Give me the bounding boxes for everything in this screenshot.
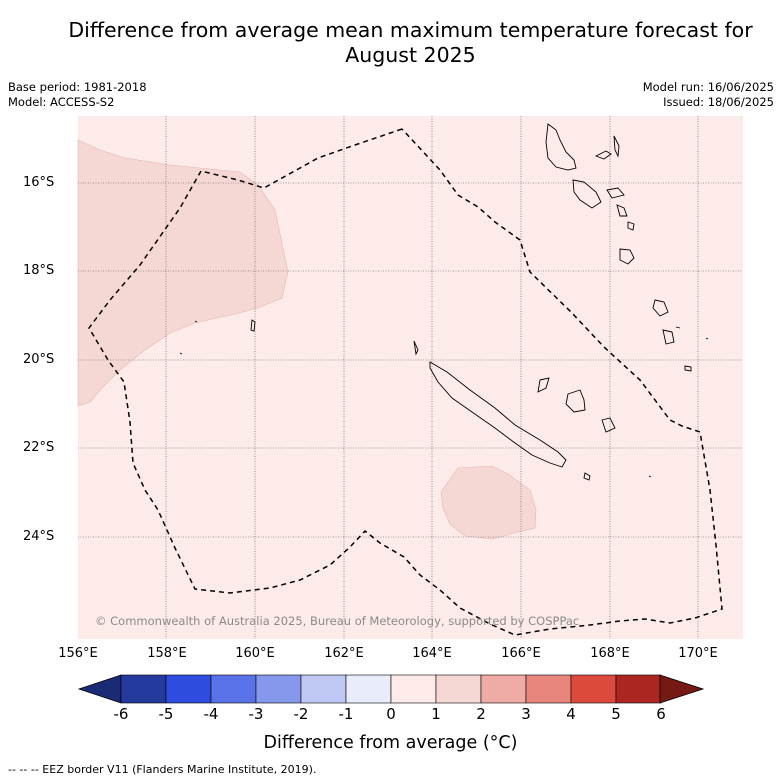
meta-right: Model run: 16/06/2025 Issued: 18/06/2025	[643, 80, 774, 110]
colorbar-tick-label: -1	[338, 705, 354, 723]
lon-tick-label: 158°E	[147, 646, 187, 661]
reef-southeast	[648, 475, 652, 478]
lon-tick-label: 160°E	[235, 646, 275, 661]
colorbar-bin	[615, 674, 662, 704]
colorbar-tick-label: -2	[293, 705, 309, 723]
island-tanna	[662, 329, 675, 345]
island-efate	[619, 248, 635, 265]
lat-tick-label: 16°S	[23, 175, 55, 190]
lon-tick-label: 162°E	[324, 646, 364, 661]
colorbar-bin	[345, 674, 392, 704]
copyright-credit: © Commonwealth of Australia 2025, Bureau…	[95, 614, 580, 628]
island-epi	[616, 204, 628, 217]
island-pentecost-north	[613, 135, 620, 158]
title-line-1: Difference from average mean maximum tem…	[68, 18, 753, 42]
lon-tick-label: 156°E	[58, 646, 98, 661]
anomaly-patch-west	[77, 139, 289, 407]
colorbar-bin	[570, 674, 617, 704]
base-period-text: Base period: 1981-2018	[8, 80, 147, 94]
colorbar-under-triangle	[77, 674, 122, 704]
colorbar-bin	[480, 674, 527, 704]
colorbar-tick-label: 1	[431, 705, 441, 723]
lat-tick-label: 18°S	[23, 263, 55, 278]
eez-border	[88, 128, 723, 636]
lat-tick-label: 20°S	[23, 352, 55, 367]
grande-terre-island	[429, 361, 567, 468]
colorbar-over-triangle	[659, 674, 705, 704]
chart-title: Difference from average mean maximum tem…	[40, 18, 781, 68]
colorbar-tick-label: 0	[386, 705, 396, 723]
eez-border-note: -- -- -- EEZ border V11 (Flanders Marine…	[8, 763, 317, 776]
reef-west-2	[179, 352, 183, 355]
colorbar-bins	[120, 674, 662, 704]
colorbar-tick-label: -5	[158, 705, 174, 723]
colorbar-tick-label: 4	[566, 705, 576, 723]
anomaly-patch-south	[440, 465, 537, 540]
colorbar-tick-label: -6	[113, 705, 129, 723]
lon-tick-label: 170°E	[678, 646, 718, 661]
island-aneityum	[684, 365, 692, 372]
reef-east-1	[675, 326, 681, 329]
lat-tick-label: 22°S	[23, 440, 55, 455]
colorbar-tick-label: 6	[656, 705, 666, 723]
island-shepherd	[627, 221, 635, 231]
lat-tick-label: 24°S	[23, 529, 55, 544]
island-ambrym	[606, 187, 625, 199]
model-run-text: Model run: 16/06/2025	[642, 80, 774, 94]
colorbar-bin	[165, 674, 212, 704]
lon-tick-label: 168°E	[590, 646, 630, 661]
island-malakula	[572, 179, 602, 209]
colorbar-bin	[120, 674, 167, 704]
model-text: Model: ACCESS-S2	[8, 95, 115, 109]
colorbar-bin	[300, 674, 347, 704]
colorbar-bin	[210, 674, 257, 704]
island-ouvea	[537, 377, 550, 393]
title-line-2: August 2025	[345, 43, 476, 67]
colorbar-tick-label: -3	[248, 705, 264, 723]
island-lifou	[565, 389, 586, 413]
island-belep	[413, 340, 419, 356]
meta-left: Base period: 1981-2018 Model: ACCESS-S2	[8, 80, 147, 110]
colorbar-tick-label: -4	[203, 705, 219, 723]
island-maewo	[594, 150, 612, 160]
island-mare	[601, 417, 616, 433]
issued-text: Issued: 18/06/2025	[663, 95, 774, 109]
colorbar-tick-label: 3	[521, 705, 531, 723]
reef-west-1	[194, 320, 198, 323]
colorbar-bin	[255, 674, 302, 704]
colorbar-label: Difference from average (°C)	[263, 733, 518, 753]
colorbar-bin	[435, 674, 482, 704]
lon-tick-label: 166°E	[501, 646, 541, 661]
island-espiritu-santo	[545, 123, 577, 171]
lon-tick-label: 164°E	[412, 646, 452, 661]
colorbar-bin	[390, 674, 437, 704]
isle-of-pines	[583, 472, 591, 481]
coastlines	[179, 123, 709, 481]
reef-east-2	[705, 337, 709, 340]
colorbar-bin	[525, 674, 572, 704]
forecast-map	[77, 116, 743, 639]
island-erromango	[652, 299, 669, 317]
colorbar-tick-label: 2	[476, 705, 486, 723]
island-rennell	[250, 319, 256, 332]
colorbar-tick-label: 5	[611, 705, 621, 723]
